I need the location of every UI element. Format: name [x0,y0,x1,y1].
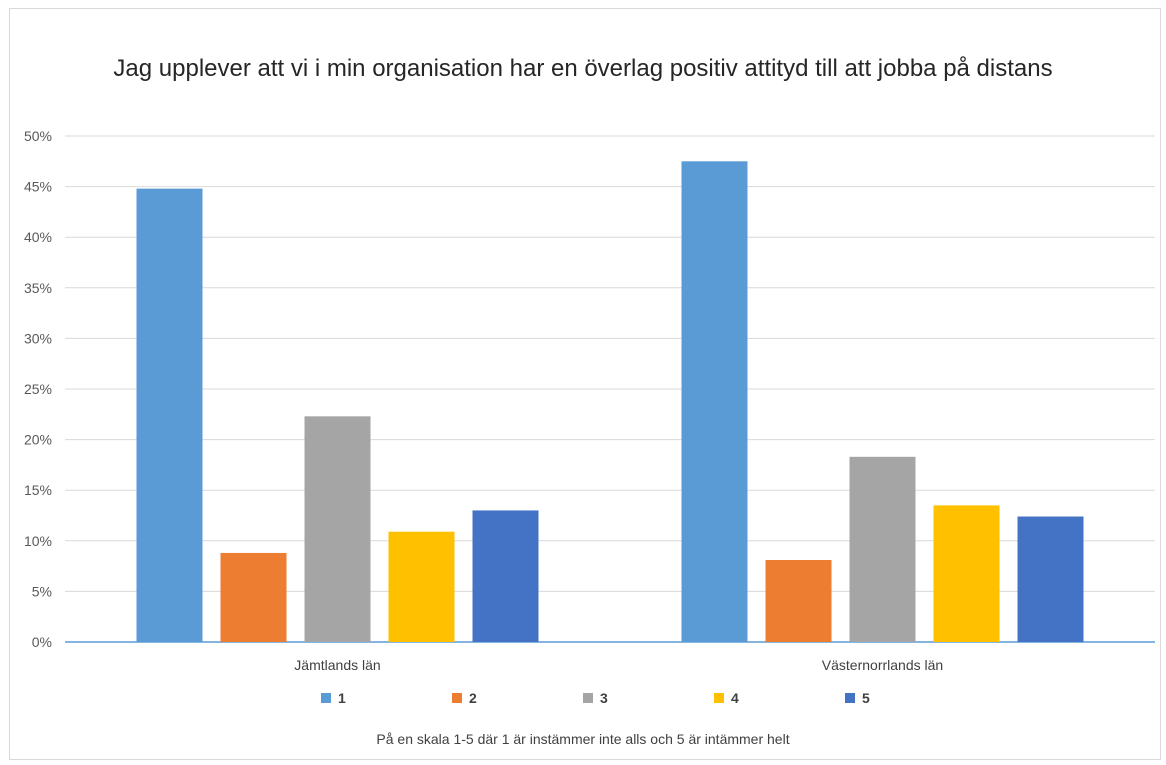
legend-item-2: 2 [452,690,477,706]
y-tick-label: 25% [24,381,52,397]
legend-item-1: 1 [321,690,346,706]
y-tick-label: 40% [24,229,52,245]
y-tick-label: 50% [24,128,52,144]
bar-2-series-1 [681,161,748,643]
y-axis-ticks: 0% 5% 10% 15% 20% 25% 30% 35% 40% 45% 50% [24,128,52,650]
legend-label: 3 [600,690,608,706]
y-tick-label: 15% [24,482,52,498]
legend-item-5: 5 [845,690,870,706]
chart-title: Jag upplever att vi i min organisation h… [113,55,1053,82]
y-tick-label: 0% [32,634,52,650]
legend-item-3: 3 [583,690,608,706]
x-axis-categories: Jämtlands län Västernorrlands län [294,657,943,673]
bar-1-series-1 [136,188,203,642]
bar-1-series-4 [388,531,455,642]
bar-1-series-2 [220,552,287,642]
x-category-label: Västernorrlands län [822,657,943,673]
legend-label: 2 [469,690,477,706]
y-tick-label: 5% [32,583,52,599]
x-category-label: Jämtlands län [294,657,380,673]
bar-2-series-2 [765,560,832,642]
bar-2-series-3 [849,456,916,642]
legend: 1 2 3 4 5 [0,690,1166,710]
bar-1-series-5 [472,510,539,642]
legend-label: 1 [338,690,346,706]
legend-label: 5 [862,690,870,706]
legend-swatch [583,693,593,703]
legend-swatch [321,693,331,703]
legend-label: 4 [731,690,739,706]
y-tick-label: 35% [24,280,52,296]
y-tick-label: 30% [24,330,52,346]
y-tick-label: 10% [24,533,52,549]
scale-note: På en skala 1-5 där 1 är instämmer inte … [376,731,790,747]
y-tick-label: 20% [24,432,52,448]
legend-swatch [845,693,855,703]
bars [136,161,1084,643]
legend-item-4: 4 [714,690,739,706]
legend-swatch [452,693,462,703]
legend-swatch [714,693,724,703]
bar-2-series-5 [1017,516,1084,642]
bar-1-series-3 [304,416,371,642]
bar-2-series-4 [933,505,1000,642]
y-tick-label: 45% [24,179,52,195]
